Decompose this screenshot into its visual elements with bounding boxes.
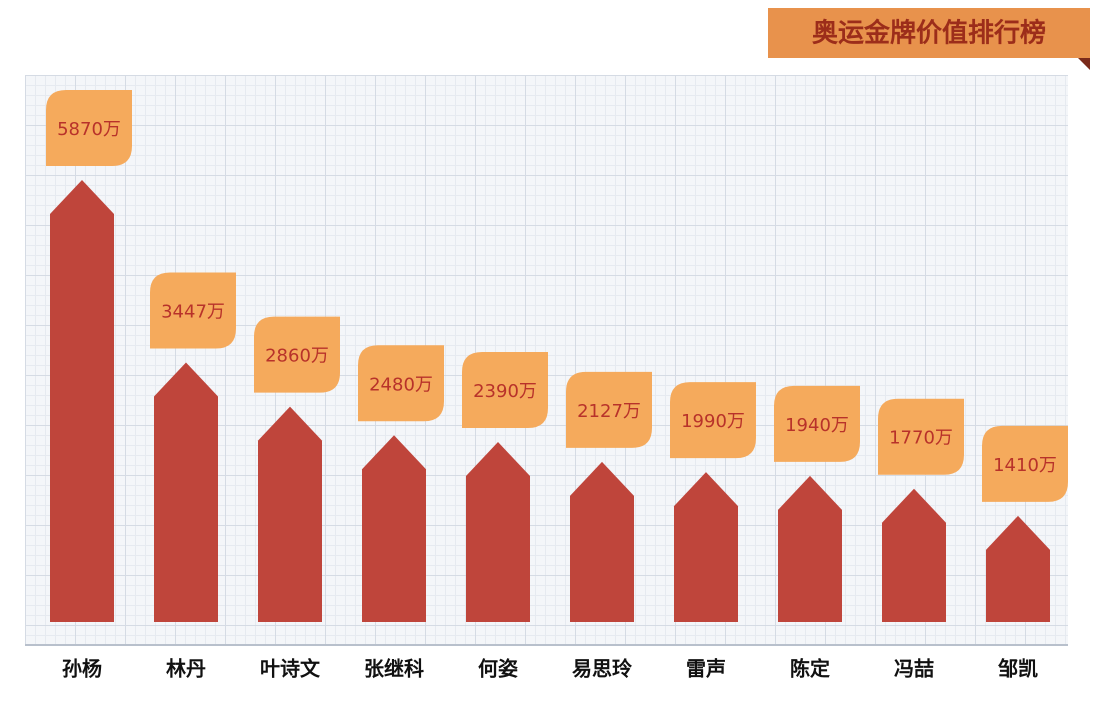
label-box xyxy=(878,398,964,475)
value-label: 1770万 xyxy=(889,428,953,449)
title-corner xyxy=(1078,58,1090,70)
value-label: 2480万 xyxy=(369,374,433,395)
value-label: 3447万 xyxy=(161,301,225,322)
label-box xyxy=(982,425,1068,502)
bar xyxy=(882,488,946,622)
label-box xyxy=(462,352,548,429)
x-tick-label: 易思玲 xyxy=(572,657,633,681)
bar xyxy=(50,180,114,622)
value-label: 1990万 xyxy=(681,411,745,432)
x-tick-label: 叶诗文 xyxy=(260,657,321,681)
bar xyxy=(466,442,530,622)
bar xyxy=(154,362,218,622)
value-label: 1940万 xyxy=(785,415,849,436)
label-box xyxy=(566,371,652,448)
label-box xyxy=(46,90,132,166)
label-box xyxy=(670,382,756,459)
bar xyxy=(674,472,738,622)
value-label: 2860万 xyxy=(265,346,329,367)
value-label: 2127万 xyxy=(577,401,641,422)
label-box xyxy=(254,316,340,393)
label-box xyxy=(358,345,444,422)
value-label: 5870万 xyxy=(57,119,121,140)
value-label: 1410万 xyxy=(993,455,1057,476)
x-tick-label: 陈定 xyxy=(790,657,830,681)
bar xyxy=(570,461,634,622)
x-tick-label: 何姿 xyxy=(478,657,518,681)
x-tick-label: 邹凯 xyxy=(997,657,1038,681)
x-tick-label: 雷声 xyxy=(686,657,726,681)
bar xyxy=(986,515,1050,622)
label-box xyxy=(774,385,860,462)
bar xyxy=(258,406,322,622)
x-tick-label: 冯喆 xyxy=(894,657,934,681)
chart-title: 奥运金牌价值排行榜 xyxy=(812,18,1046,49)
bar xyxy=(362,435,426,622)
x-tick-label: 孙杨 xyxy=(62,657,102,681)
x-tick-label: 张继科 xyxy=(364,657,424,681)
value-label: 2390万 xyxy=(473,381,537,402)
x-tick-label: 林丹 xyxy=(166,657,206,681)
label-box xyxy=(150,272,236,349)
title-box xyxy=(768,8,1090,58)
bar xyxy=(778,475,842,622)
